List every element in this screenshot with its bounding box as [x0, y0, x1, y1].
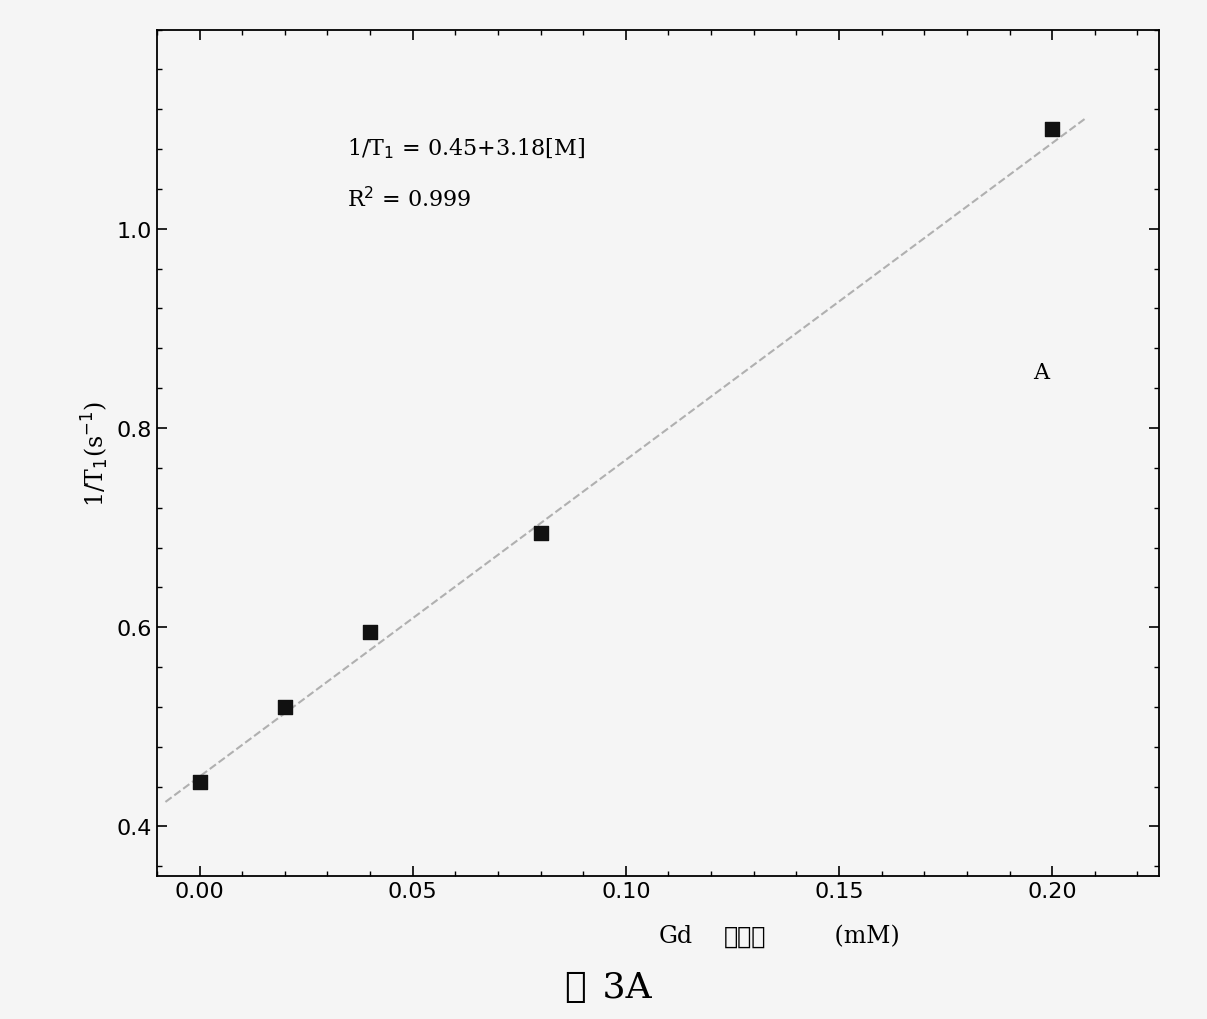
Point: [361, 625, 380, 641]
Text: A: A: [1033, 362, 1050, 384]
Point: [531, 525, 550, 541]
Point: [1043, 122, 1062, 139]
Point: [275, 699, 295, 715]
Y-axis label: 1/T$_1$(s$^{-1}$): 1/T$_1$(s$^{-1}$): [80, 400, 111, 506]
Text: Gd: Gd: [659, 924, 693, 947]
Text: 图: 图: [564, 969, 585, 1004]
Text: R$^2$ = 0.999: R$^2$ = 0.999: [348, 187, 472, 212]
Text: (mM): (mM): [827, 924, 899, 947]
Point: [189, 773, 209, 790]
Text: 的浓度: 的浓度: [724, 923, 766, 948]
Text: 3A: 3A: [591, 969, 652, 1004]
Text: 1/T$_1$ = 0.45+3.18[M]: 1/T$_1$ = 0.45+3.18[M]: [348, 137, 585, 160]
